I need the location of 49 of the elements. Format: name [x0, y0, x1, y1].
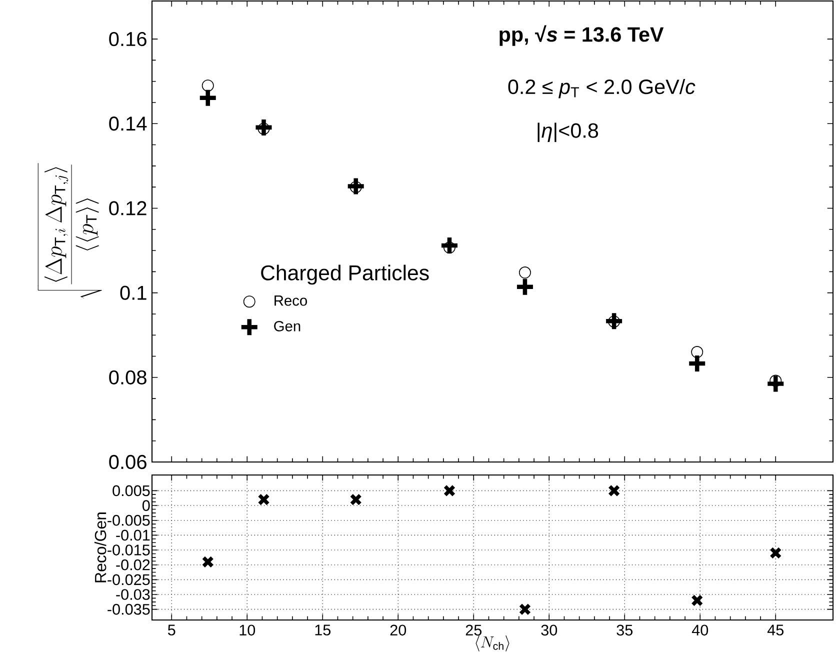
y-tick-label: 0.14: [109, 116, 147, 131]
x-tick-label: 5: [168, 624, 176, 636]
point: [608, 316, 620, 328]
y-tick-label: 0.005: [112, 485, 150, 496]
point: [770, 546, 782, 560]
point: [350, 493, 362, 506]
x-tick-label: 20: [390, 624, 406, 636]
point: [608, 484, 620, 497]
legend-label: Gen: [274, 320, 300, 332]
y-tick-label: -0.02: [116, 559, 150, 570]
legend-label: Reco: [274, 296, 307, 306]
point: [202, 80, 214, 92]
x-axis-title: $\langle N_{\mathrm{ch}}\rangle$: [476, 635, 510, 652]
y-tick-label: 0.16: [109, 32, 146, 46]
y-tick-label: 0: [142, 500, 150, 511]
point: [258, 122, 270, 135]
point: [691, 594, 704, 607]
legend-title: Charged Particles: [261, 264, 429, 285]
x-tick-label: 10: [240, 624, 256, 636]
point: [258, 493, 270, 506]
annotation: pp, √s = 13.6 TeV: [500, 25, 664, 46]
y-tick-label: -0.025: [108, 574, 150, 586]
point: [443, 484, 456, 497]
y-tick-label: 0.1: [120, 286, 146, 300]
x-tick-label: 15: [315, 624, 331, 636]
y-axis-title: $\sqrt{\frac{\langle\Delta p_{\mathrm{T},i}\,\Delta p_{\mathrm{T},j}\rangle}{\langle\langle p_{\mathrm{T}}\rangle\rangle}}$: [38, 163, 102, 298]
x-tick-label: 40: [692, 624, 708, 636]
x-tick-label: 35: [616, 624, 633, 636]
point: [770, 374, 782, 387]
y-tick-label: 0.08: [109, 370, 146, 384]
point: [350, 181, 362, 194]
annotation: |η|<0.8: [538, 122, 598, 142]
y-tick-label: -0.035: [108, 604, 150, 615]
y-tick-label: -0.01: [116, 530, 150, 541]
point: [518, 266, 531, 279]
point: [691, 346, 704, 358]
y-tick-label: -0.03: [116, 589, 150, 600]
point: [518, 603, 532, 616]
x-tick-label: 25: [466, 624, 482, 636]
y-tick-label: -0.015: [108, 544, 150, 556]
y-tick-label: 0.06: [109, 454, 146, 470]
point: [346, 176, 366, 196]
y-axis-title: Reco/Gen: [94, 512, 106, 582]
x-tick-label: 45: [767, 624, 784, 636]
x-tick-label: 30: [541, 624, 558, 636]
y-tick-label: 0.12: [109, 201, 146, 216]
y-tick-label: -0.005: [108, 514, 150, 526]
point: [202, 556, 214, 568]
annotation: 0.2 ≤ p$_{T}$ < 2.0 GeV/c: [508, 78, 696, 98]
